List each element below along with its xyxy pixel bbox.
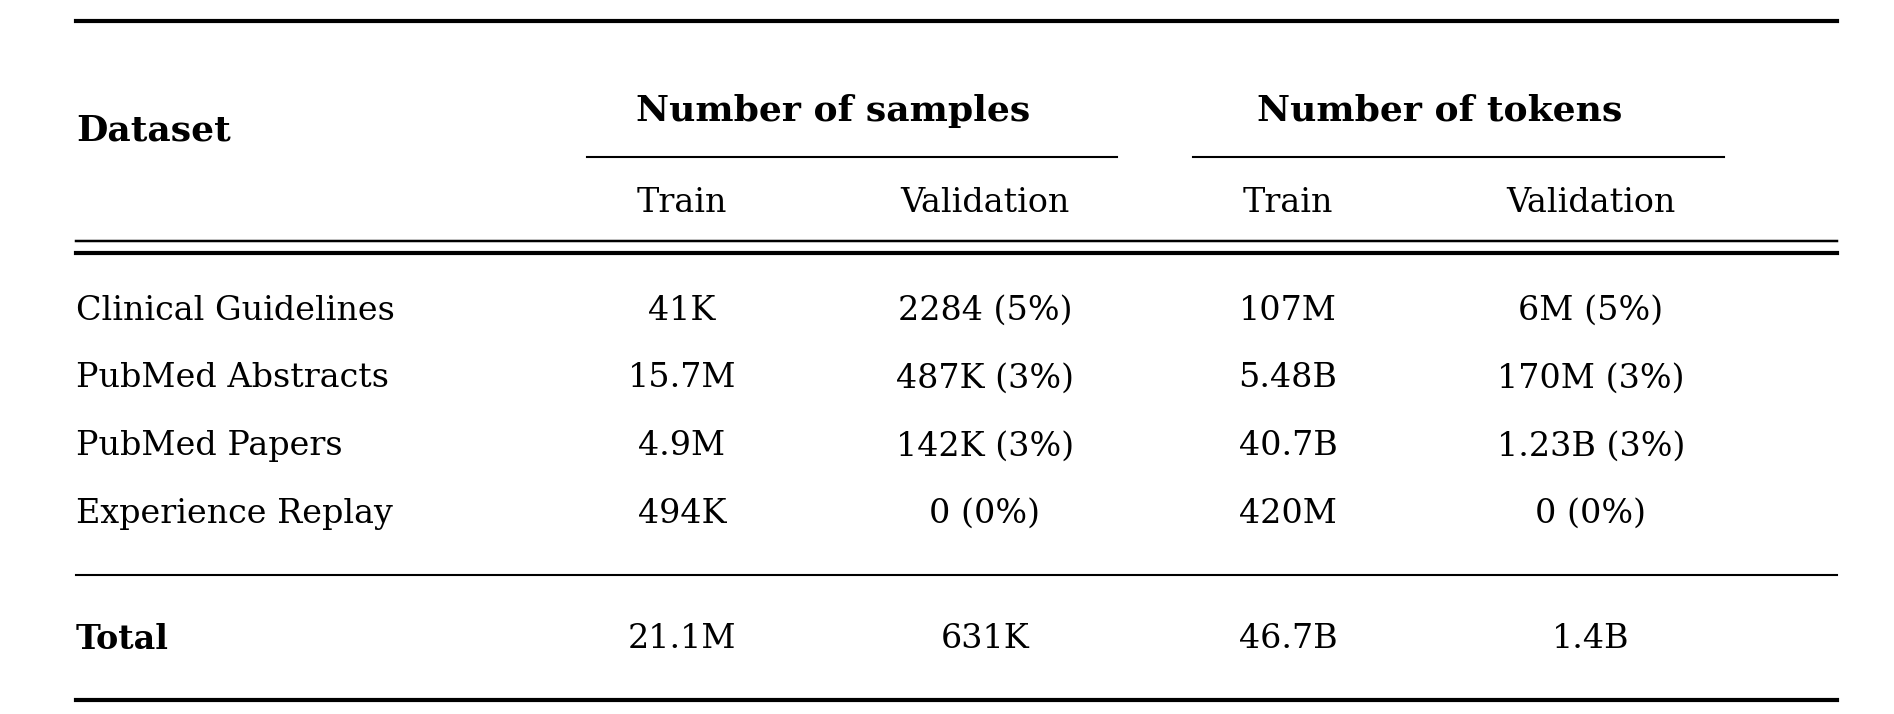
Text: 487K (3%): 487K (3%) bbox=[896, 363, 1074, 394]
Text: Number of tokens: Number of tokens bbox=[1258, 94, 1621, 128]
Text: 46.7B: 46.7B bbox=[1239, 623, 1337, 655]
Text: Clinical Guidelines: Clinical Guidelines bbox=[76, 295, 394, 326]
Text: 40.7B: 40.7B bbox=[1239, 431, 1337, 462]
Text: Train: Train bbox=[636, 188, 727, 219]
Text: Experience Replay: Experience Replay bbox=[76, 498, 392, 530]
Text: 21.1M: 21.1M bbox=[627, 623, 737, 655]
Text: Number of samples: Number of samples bbox=[636, 94, 1030, 128]
Text: 107M: 107M bbox=[1239, 295, 1337, 326]
Text: 631K: 631K bbox=[941, 623, 1028, 655]
Text: Train: Train bbox=[1242, 188, 1333, 219]
Text: Total: Total bbox=[76, 623, 169, 655]
Text: Dataset: Dataset bbox=[76, 114, 231, 147]
Text: 1.4B: 1.4B bbox=[1553, 623, 1629, 655]
Text: 142K (3%): 142K (3%) bbox=[896, 431, 1074, 462]
Text: 2284 (5%): 2284 (5%) bbox=[898, 295, 1072, 326]
Text: PubMed Abstracts: PubMed Abstracts bbox=[76, 363, 388, 394]
Text: 6M (5%): 6M (5%) bbox=[1519, 295, 1663, 326]
Text: 494K: 494K bbox=[638, 498, 725, 530]
Text: 5.48B: 5.48B bbox=[1239, 363, 1337, 394]
Text: 15.7M: 15.7M bbox=[627, 363, 737, 394]
Text: Validation: Validation bbox=[900, 188, 1070, 219]
Text: Validation: Validation bbox=[1506, 188, 1676, 219]
Text: 0 (0%): 0 (0%) bbox=[1536, 498, 1646, 530]
Text: 420M: 420M bbox=[1239, 498, 1337, 530]
Text: 4.9M: 4.9M bbox=[638, 431, 725, 462]
Text: 0 (0%): 0 (0%) bbox=[930, 498, 1040, 530]
Text: PubMed Papers: PubMed Papers bbox=[76, 431, 343, 462]
Text: 1.23B (3%): 1.23B (3%) bbox=[1496, 431, 1686, 462]
Text: 41K: 41K bbox=[648, 295, 716, 326]
Text: 170M (3%): 170M (3%) bbox=[1498, 363, 1684, 394]
